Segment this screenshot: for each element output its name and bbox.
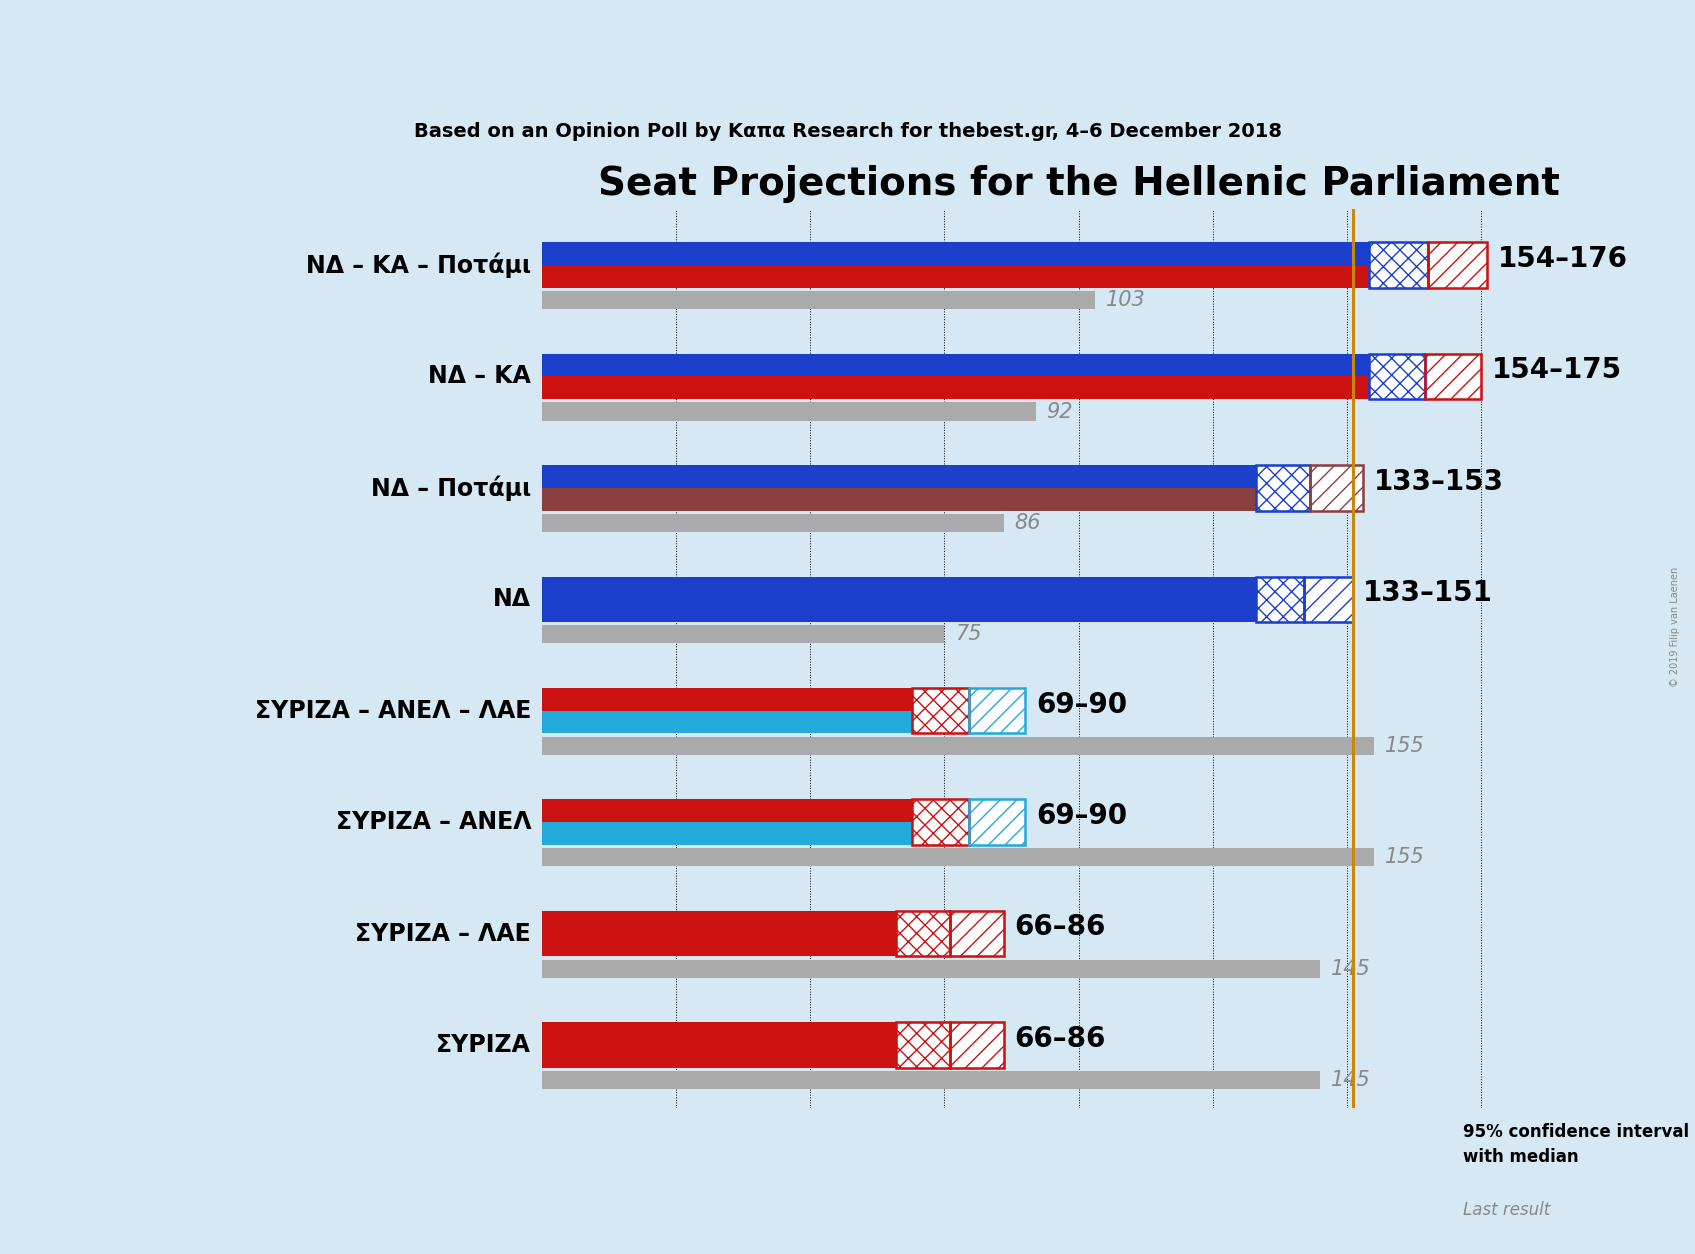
Bar [1310,465,1363,510]
Text: 86: 86 [1014,513,1041,533]
Bar [542,354,1481,376]
Text: 92: 92 [1046,401,1073,421]
Text: 95% confidence interval: 95% confidence interval [1463,1124,1688,1141]
Bar [897,910,949,957]
Bar [1303,1124,1380,1161]
Bar [949,1022,1003,1067]
Text: with median: with median [1463,1149,1578,1166]
Text: © 2019 Filip van Laenen: © 2019 Filip van Laenen [1670,567,1680,687]
Bar [1417,1124,1454,1161]
Text: 155: 155 [1385,848,1424,868]
Bar [1303,577,1353,622]
Bar [1380,1124,1417,1161]
Bar [542,291,1095,310]
Bar [1256,465,1310,510]
Text: 103: 103 [1105,290,1146,310]
Text: 69–90: 69–90 [1036,691,1127,719]
Bar [1427,242,1487,287]
Bar [949,910,1003,957]
Text: 155: 155 [1385,736,1424,756]
Bar [912,688,968,734]
Bar [968,800,1025,845]
Bar [968,688,1025,734]
Bar [542,465,1363,488]
Text: 154–176: 154–176 [1497,245,1627,273]
Bar [1303,577,1353,622]
Bar [897,1022,949,1067]
Bar [542,514,1003,532]
Bar [897,910,949,957]
Bar [912,800,968,845]
Text: ΝΔ: ΝΔ [493,587,531,611]
Text: 145: 145 [1331,1070,1371,1090]
Bar [968,688,1025,734]
Bar [542,800,1025,823]
Text: 145: 145 [1331,958,1371,978]
Text: ΝΔ – Ποτάμι: ΝΔ – Ποτάμι [371,475,531,500]
Text: 66–86: 66–86 [1014,1025,1105,1053]
Bar [1368,354,1425,399]
Bar [1368,242,1427,287]
Title: Seat Projections for the Hellenic Parliament: Seat Projections for the Hellenic Parlia… [598,166,1559,203]
Bar [542,376,1481,399]
Bar [1425,354,1481,399]
Bar [542,265,1487,287]
Text: 133–153: 133–153 [1375,468,1503,495]
Bar [1417,1124,1454,1161]
Bar [1303,1201,1454,1219]
Bar [912,800,968,845]
Bar [1380,1124,1417,1161]
Text: 66–86: 66–86 [1014,913,1105,942]
Text: ΣΥΡΙΖΑ: ΣΥΡΙΖΑ [436,1033,531,1057]
Bar [542,599,1353,622]
Text: Last result: Last result [1463,1201,1549,1219]
Bar [1368,354,1425,399]
Text: 133–151: 133–151 [1363,579,1493,607]
Bar [542,959,1320,978]
Bar [542,688,1025,711]
Bar [949,1022,1003,1067]
Bar [542,910,1003,933]
Text: 75: 75 [956,624,981,645]
Text: ΣΥΡΙΖΑ – ΛΑΕ: ΣΥΡΙΖΑ – ΛΑΕ [356,922,531,946]
Text: ΣΥΡΙΖΑ – ΑΝΕΛ: ΣΥΡΙΖΑ – ΑΝΕΛ [336,810,531,834]
Bar [542,823,1025,845]
Bar [542,626,944,643]
Bar [542,488,1363,510]
Bar [542,1071,1320,1090]
Bar [542,403,1036,420]
Text: Based on an Opinion Poll by Kαπα Research for thebest.gr, 4–6 December 2018: Based on an Opinion Poll by Kαπα Researc… [414,122,1281,142]
Bar [949,910,1003,957]
Bar [542,242,1487,265]
Bar [897,1022,949,1067]
Bar [1310,465,1363,510]
Bar [1425,354,1481,399]
Bar [542,736,1375,755]
Bar [542,1022,1003,1045]
Text: 69–90: 69–90 [1036,801,1127,830]
Bar [542,848,1375,867]
Bar [542,1045,1003,1067]
Bar [1256,465,1310,510]
Text: 154–175: 154–175 [1492,356,1622,384]
Text: ΝΔ – ΚΑ – Ποτάμι: ΝΔ – ΚΑ – Ποτάμι [307,252,531,278]
Bar [1256,577,1303,622]
Bar [968,800,1025,845]
Text: ΝΔ – ΚΑ: ΝΔ – ΚΑ [429,365,531,389]
Bar [1427,242,1487,287]
Bar [542,711,1025,734]
Bar [912,688,968,734]
Text: ΣΥΡΙΖΑ – ΑΝΕΛ – ΛΑΕ: ΣΥΡΙΖΑ – ΑΝΕΛ – ΛΑΕ [254,698,531,722]
Bar [1368,242,1427,287]
Bar [542,933,1003,957]
Bar [1256,577,1303,622]
Bar [542,577,1353,599]
